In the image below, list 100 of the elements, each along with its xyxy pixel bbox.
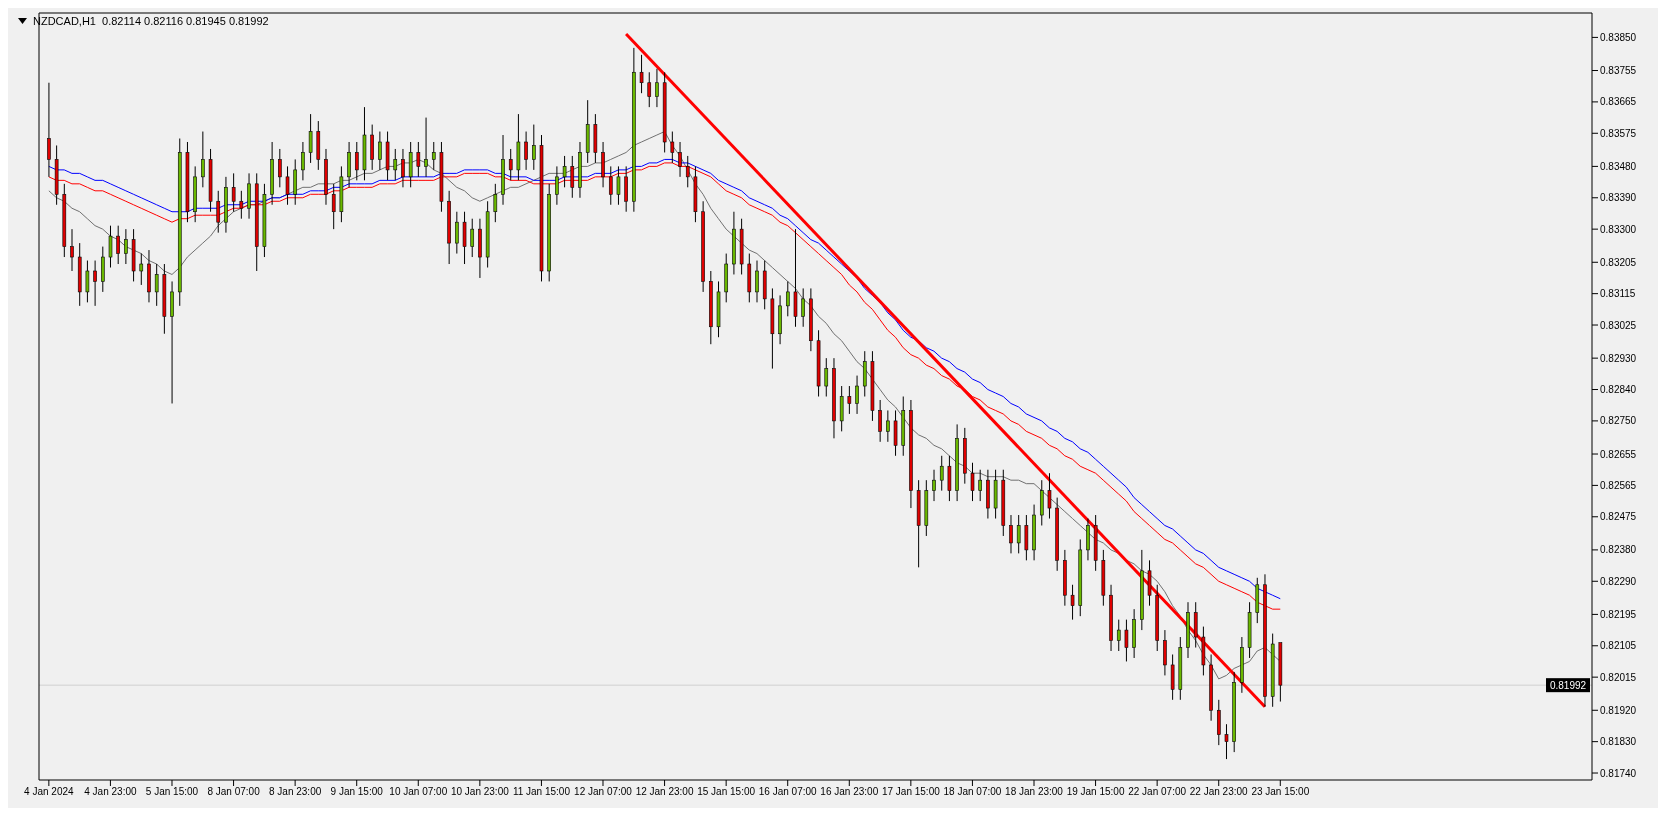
candlestick — [1055, 497, 1059, 572]
x-tick-label: 11 Jan 15:00 — [512, 786, 571, 798]
candlestick — [993, 469, 998, 520]
candlestick — [1024, 514, 1029, 561]
candlestick — [1270, 633, 1275, 708]
candlestick — [724, 253, 729, 303]
candlestick — [1240, 636, 1244, 694]
candlestick — [239, 190, 244, 220]
candlestick — [555, 165, 559, 206]
candlestick — [785, 280, 790, 317]
candlestick — [193, 165, 197, 223]
candlestick — [801, 287, 805, 328]
candlestick — [1140, 549, 1144, 631]
candlestick — [963, 427, 967, 485]
candlestick — [1193, 601, 1198, 649]
candlestick — [562, 155, 567, 188]
candlestick — [770, 287, 775, 370]
candlestick — [793, 228, 798, 328]
y-tick-label: 0.81740 — [1600, 767, 1637, 779]
candlestick — [347, 141, 351, 188]
y-tick-label: 0.82195 — [1600, 608, 1637, 620]
candlestick — [247, 172, 251, 220]
candlestick — [401, 148, 405, 188]
candlestick — [970, 462, 975, 502]
candlestick — [986, 469, 990, 520]
line-series — [48, 131, 1281, 680]
y-tick-label: 0.83665 — [1600, 96, 1637, 108]
candlestick — [608, 165, 613, 206]
candlestick — [216, 190, 221, 234]
candlestick — [1070, 584, 1075, 621]
x-tick-label: 22 Jan 23:00 — [1189, 786, 1249, 798]
candlestick — [54, 144, 59, 206]
candlestick — [901, 396, 906, 457]
candlestick — [1255, 577, 1260, 624]
candlestick — [893, 409, 898, 457]
candlestick — [739, 218, 744, 275]
candlestick — [547, 183, 551, 282]
candlestick — [1093, 514, 1098, 572]
candlestick — [955, 423, 959, 502]
y-tick-label: 0.83300 — [1600, 223, 1637, 235]
candlestick — [1001, 469, 1006, 537]
candlestick — [716, 280, 721, 338]
y-tick-label: 0.82655 — [1600, 448, 1637, 460]
candlestick — [709, 270, 713, 345]
candlestick — [870, 350, 875, 422]
candlestick — [809, 287, 813, 352]
candlestick — [416, 141, 421, 178]
x-tick-label: 5 Jan 15:00 — [145, 786, 199, 798]
x-tick-label: 16 Jan 07:00 — [758, 786, 818, 798]
candlestick — [616, 165, 621, 206]
candlestick — [177, 138, 182, 307]
candlestick — [1016, 514, 1021, 554]
x-tick-label: 22 Jan 07:00 — [1128, 786, 1187, 798]
candlestick — [131, 228, 136, 282]
candlestick — [1247, 601, 1252, 659]
candlestick — [685, 155, 690, 188]
candlestick — [524, 131, 528, 171]
candlestick — [301, 141, 305, 181]
candlestick — [501, 134, 505, 206]
candlestick — [270, 141, 274, 206]
y-tick-label: 0.82105 — [1600, 640, 1637, 652]
candlestick — [478, 218, 482, 279]
candlestick — [978, 469, 982, 502]
candlestick — [470, 218, 475, 258]
y-tick-label: 0.83575 — [1600, 127, 1637, 139]
candlestick — [539, 134, 544, 282]
x-tick-label: 4 Jan 2024 — [24, 786, 75, 798]
candlestick — [154, 263, 159, 307]
candlestick — [1078, 538, 1083, 617]
y-tick-label: 0.82475 — [1600, 511, 1637, 523]
candlestick — [85, 260, 90, 303]
candlestick — [916, 479, 921, 568]
y-tick-label: 0.82750 — [1600, 415, 1637, 427]
candlestick — [1224, 723, 1229, 760]
candlestick — [378, 131, 382, 171]
y-tick-label: 0.82380 — [1600, 544, 1637, 556]
candlestick — [1278, 642, 1283, 703]
candlestick — [162, 263, 167, 335]
x-tick-label: 10 Jan 23:00 — [450, 786, 510, 798]
candlestick — [1124, 619, 1129, 662]
candlestick — [1216, 699, 1221, 746]
x-tick-label: 8 Jan 23:00 — [269, 786, 322, 798]
candlestick — [1086, 518, 1090, 561]
candlestick — [824, 357, 829, 397]
candlestick — [462, 211, 467, 265]
candlestick — [231, 172, 236, 213]
candlestick — [732, 211, 736, 275]
candlestick — [701, 200, 705, 293]
candlestick — [385, 131, 390, 181]
candlestick — [947, 455, 952, 502]
candlestick — [670, 131, 675, 164]
chart-title: NZDCAD,H1 0.82114 0.82116 0.81945 0.81992 — [33, 15, 269, 27]
candlestick — [324, 148, 328, 206]
x-tick-label: 17 Jan 15:00 — [881, 786, 941, 798]
y-tick-label: 0.83025 — [1600, 319, 1637, 331]
candlestick — [1132, 608, 1136, 659]
y-tick-label: 0.82015 — [1600, 671, 1637, 683]
x-tick-label: 4 Jan 23:00 — [84, 786, 137, 798]
candlestick — [1147, 559, 1152, 607]
candlestick — [485, 200, 490, 268]
